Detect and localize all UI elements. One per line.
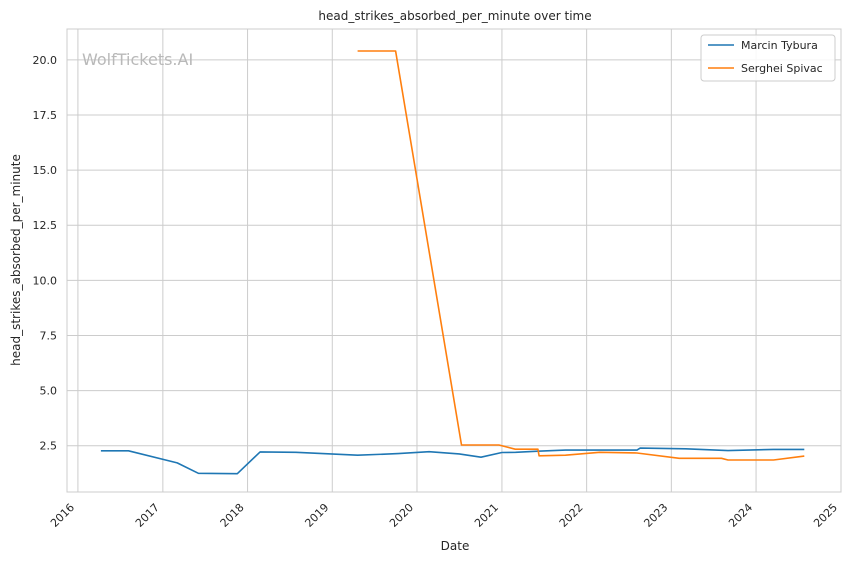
legend-box — [700, 34, 836, 82]
legend-label-marcin-tybura: Marcin Tybura — [741, 39, 818, 52]
x-tick-labels: 2016 2017 2018 2019 2020 2021 2022 2023 2024 2025 — [48, 501, 840, 530]
y-tick-label: 2.5 — [40, 440, 58, 453]
line-layer — [100, 50, 805, 475]
y-tick-label: 7.5 — [40, 329, 58, 342]
x-tick-label: 2018 — [218, 501, 247, 530]
x-tick-label: 2021 — [472, 501, 501, 530]
y-tick-label: 15.0 — [33, 164, 58, 177]
x-axis-title: Date — [441, 539, 470, 553]
x-tick-label: 2016 — [48, 501, 77, 530]
x-tick-label: 2017 — [133, 501, 162, 530]
y-tick-label: 5.0 — [40, 385, 58, 398]
x-tick-label: 2020 — [387, 501, 416, 530]
legend: Marcin Tybura Serghei Spivac — [700, 34, 836, 82]
x-tick-label: 2019 — [302, 501, 331, 530]
series-line-serghei-spivac — [357, 50, 805, 461]
y-tick-labels: 2.5 5.0 7.5 10.0 12.5 15.0 17.5 20.0 — [33, 54, 58, 453]
y-tick-label: 12.5 — [33, 219, 58, 232]
x-tick-label: 2022 — [557, 501, 586, 530]
watermark-text: WolfTickets.AI — [82, 50, 193, 69]
y-axis-title: head_strikes_absorbed_per_minute — [9, 154, 23, 366]
y-tick-label: 10.0 — [33, 274, 58, 287]
series-line-marcin-tybura — [100, 447, 805, 475]
y-tick-label: 17.5 — [33, 109, 58, 122]
plot-frame — [66, 28, 842, 493]
chart-title: head_strikes_absorbed_per_minute over ti… — [318, 9, 591, 23]
x-tick-label: 2025 — [811, 501, 840, 530]
grid-layer — [67, 29, 842, 492]
x-tick-label: 2023 — [641, 501, 670, 530]
x-tick-label: 2024 — [726, 501, 755, 530]
legend-label-serghei-spivac: Serghei Spivac — [741, 62, 823, 75]
y-tick-label: 20.0 — [33, 54, 58, 67]
